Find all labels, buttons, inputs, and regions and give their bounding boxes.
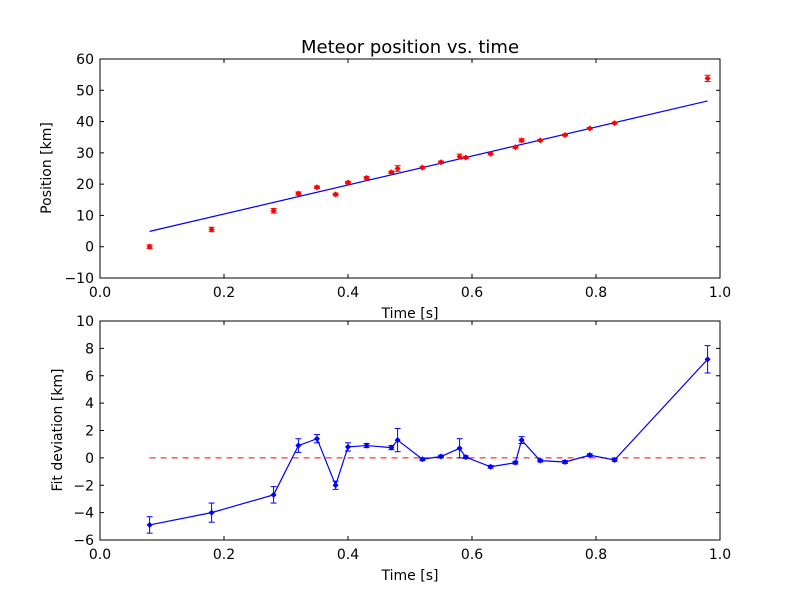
deviation-data-point [270, 491, 277, 498]
position-y-tick-label: 0 [85, 240, 94, 256]
deviation-data-point [561, 458, 569, 466]
position-data-point [561, 131, 569, 139]
position-x-tick-label: 0.0 [89, 285, 111, 301]
position-y-tick-label: 40 [76, 115, 94, 131]
deviation-data-point [704, 356, 711, 363]
deviation-data-point [512, 459, 519, 466]
position-x-axis-label: Time [s] [381, 306, 439, 322]
deviation-x-tick-label: 0.2 [213, 547, 235, 563]
position-x-tick-label: 0.6 [461, 285, 483, 301]
position-data-point [586, 125, 593, 132]
position-y-tick-label: 50 [76, 83, 94, 99]
deviation-data-point [388, 444, 395, 451]
position-data-point [313, 184, 321, 191]
deviation-data-point [208, 509, 215, 516]
deviation-x-tick-label: 0.4 [337, 547, 359, 563]
position-data-point [388, 169, 395, 176]
deviation-y-tick-label: 0 [85, 451, 94, 467]
position-data-point [419, 164, 426, 171]
deviation-data-point [419, 456, 426, 463]
deviation-y-tick-label: 2 [85, 424, 94, 440]
deviation-y-tick-label: 10 [76, 314, 94, 330]
position-y-tick-label: 60 [76, 52, 94, 68]
position-data-point [487, 150, 494, 157]
position-y-tick-label: 10 [76, 208, 94, 224]
deviation-data-point [332, 482, 339, 489]
deviation-axes: 0.0 0.2 0.4 0.6 0.8 1.0 −6 −4 −2 0 2 4 6 8 10 Time [s]… [50, 314, 731, 584]
position-y-tick-label: 20 [76, 177, 94, 193]
deviation-y-tick-label: 6 [85, 369, 94, 385]
deviation-x-tick-label: 0.8 [585, 547, 607, 563]
deviation-data-point [456, 445, 463, 452]
deviation-data-point [537, 457, 544, 464]
position-data-point [208, 226, 215, 233]
deviation-data-point [363, 442, 370, 449]
position-chart-title: Meteor position vs. time [301, 37, 519, 58]
deviation-data-point [344, 443, 352, 451]
position-data-point [456, 153, 463, 160]
position-data-point [295, 190, 302, 197]
deviation-y-tick-label: 8 [85, 341, 94, 357]
position-data-point [518, 137, 525, 144]
deviation-data-point [487, 463, 494, 470]
deviation-data-point [146, 521, 153, 529]
deviation-plot-area: 0.0 0.2 0.4 0.6 0.8 1.0 −6 −4 −2 0 2 4 6 8 10 [73, 314, 731, 563]
deviation-y-tick-label: −2 [73, 478, 94, 494]
position-data-point [394, 165, 401, 172]
position-data-point [146, 243, 153, 250]
deviation-data-point [462, 454, 469, 461]
position-data-point [512, 144, 519, 151]
position-data-point [270, 207, 277, 214]
position-y-axis-label: Position [km] [39, 122, 55, 214]
deviation-data-point [295, 442, 302, 449]
deviation-y-tick-label: −6 [73, 533, 94, 549]
deviation-data-point [313, 435, 321, 442]
deviation-data-point [437, 453, 445, 460]
deviation-x-tick-label: 0.6 [461, 547, 483, 563]
position-y-tick-label: 30 [76, 146, 94, 162]
deviation-line [149, 358, 709, 526]
deviation-data-point [586, 451, 593, 459]
position-x-tick-label: 0.8 [585, 285, 607, 301]
position-axes: Meteor position vs. time 0.0 0.2 0.4 0.6 0.8… [39, 37, 731, 322]
position-data-point [704, 75, 711, 82]
deviation-x-tick-label: 0.0 [89, 547, 111, 563]
position-data-point [537, 137, 544, 144]
deviation-y-tick-label: 4 [85, 396, 94, 412]
position-x-tick-label: 1.0 [709, 285, 731, 301]
position-data-point [437, 159, 445, 166]
deviation-data-point [394, 436, 401, 444]
position-x-tick-label: 0.4 [337, 285, 359, 301]
position-y-tick-label: −10 [64, 271, 94, 287]
position-plot-area: 0.0 0.2 0.4 0.6 0.8 1.0 −10 0 10 20 30 40 50 60 [64, 52, 731, 301]
deviation-data-point [518, 436, 525, 444]
deviation-x-tick-label: 1.0 [709, 547, 731, 563]
deviation-y-tick-label: −4 [73, 506, 94, 522]
position-data-point [363, 174, 370, 182]
deviation-axes-frame [99, 320, 721, 541]
position-axes-frame [99, 58, 721, 279]
deviation-x-axis-label: Time [s] [381, 568, 439, 584]
deviation-data-point [611, 456, 618, 464]
position-data-point [462, 154, 469, 161]
position-data-point [344, 179, 352, 186]
position-x-tick-label: 0.2 [213, 285, 235, 301]
deviation-y-axis-label: Fit deviation [km] [50, 368, 66, 491]
position-data-point [332, 191, 339, 198]
position-data-point [611, 119, 618, 127]
